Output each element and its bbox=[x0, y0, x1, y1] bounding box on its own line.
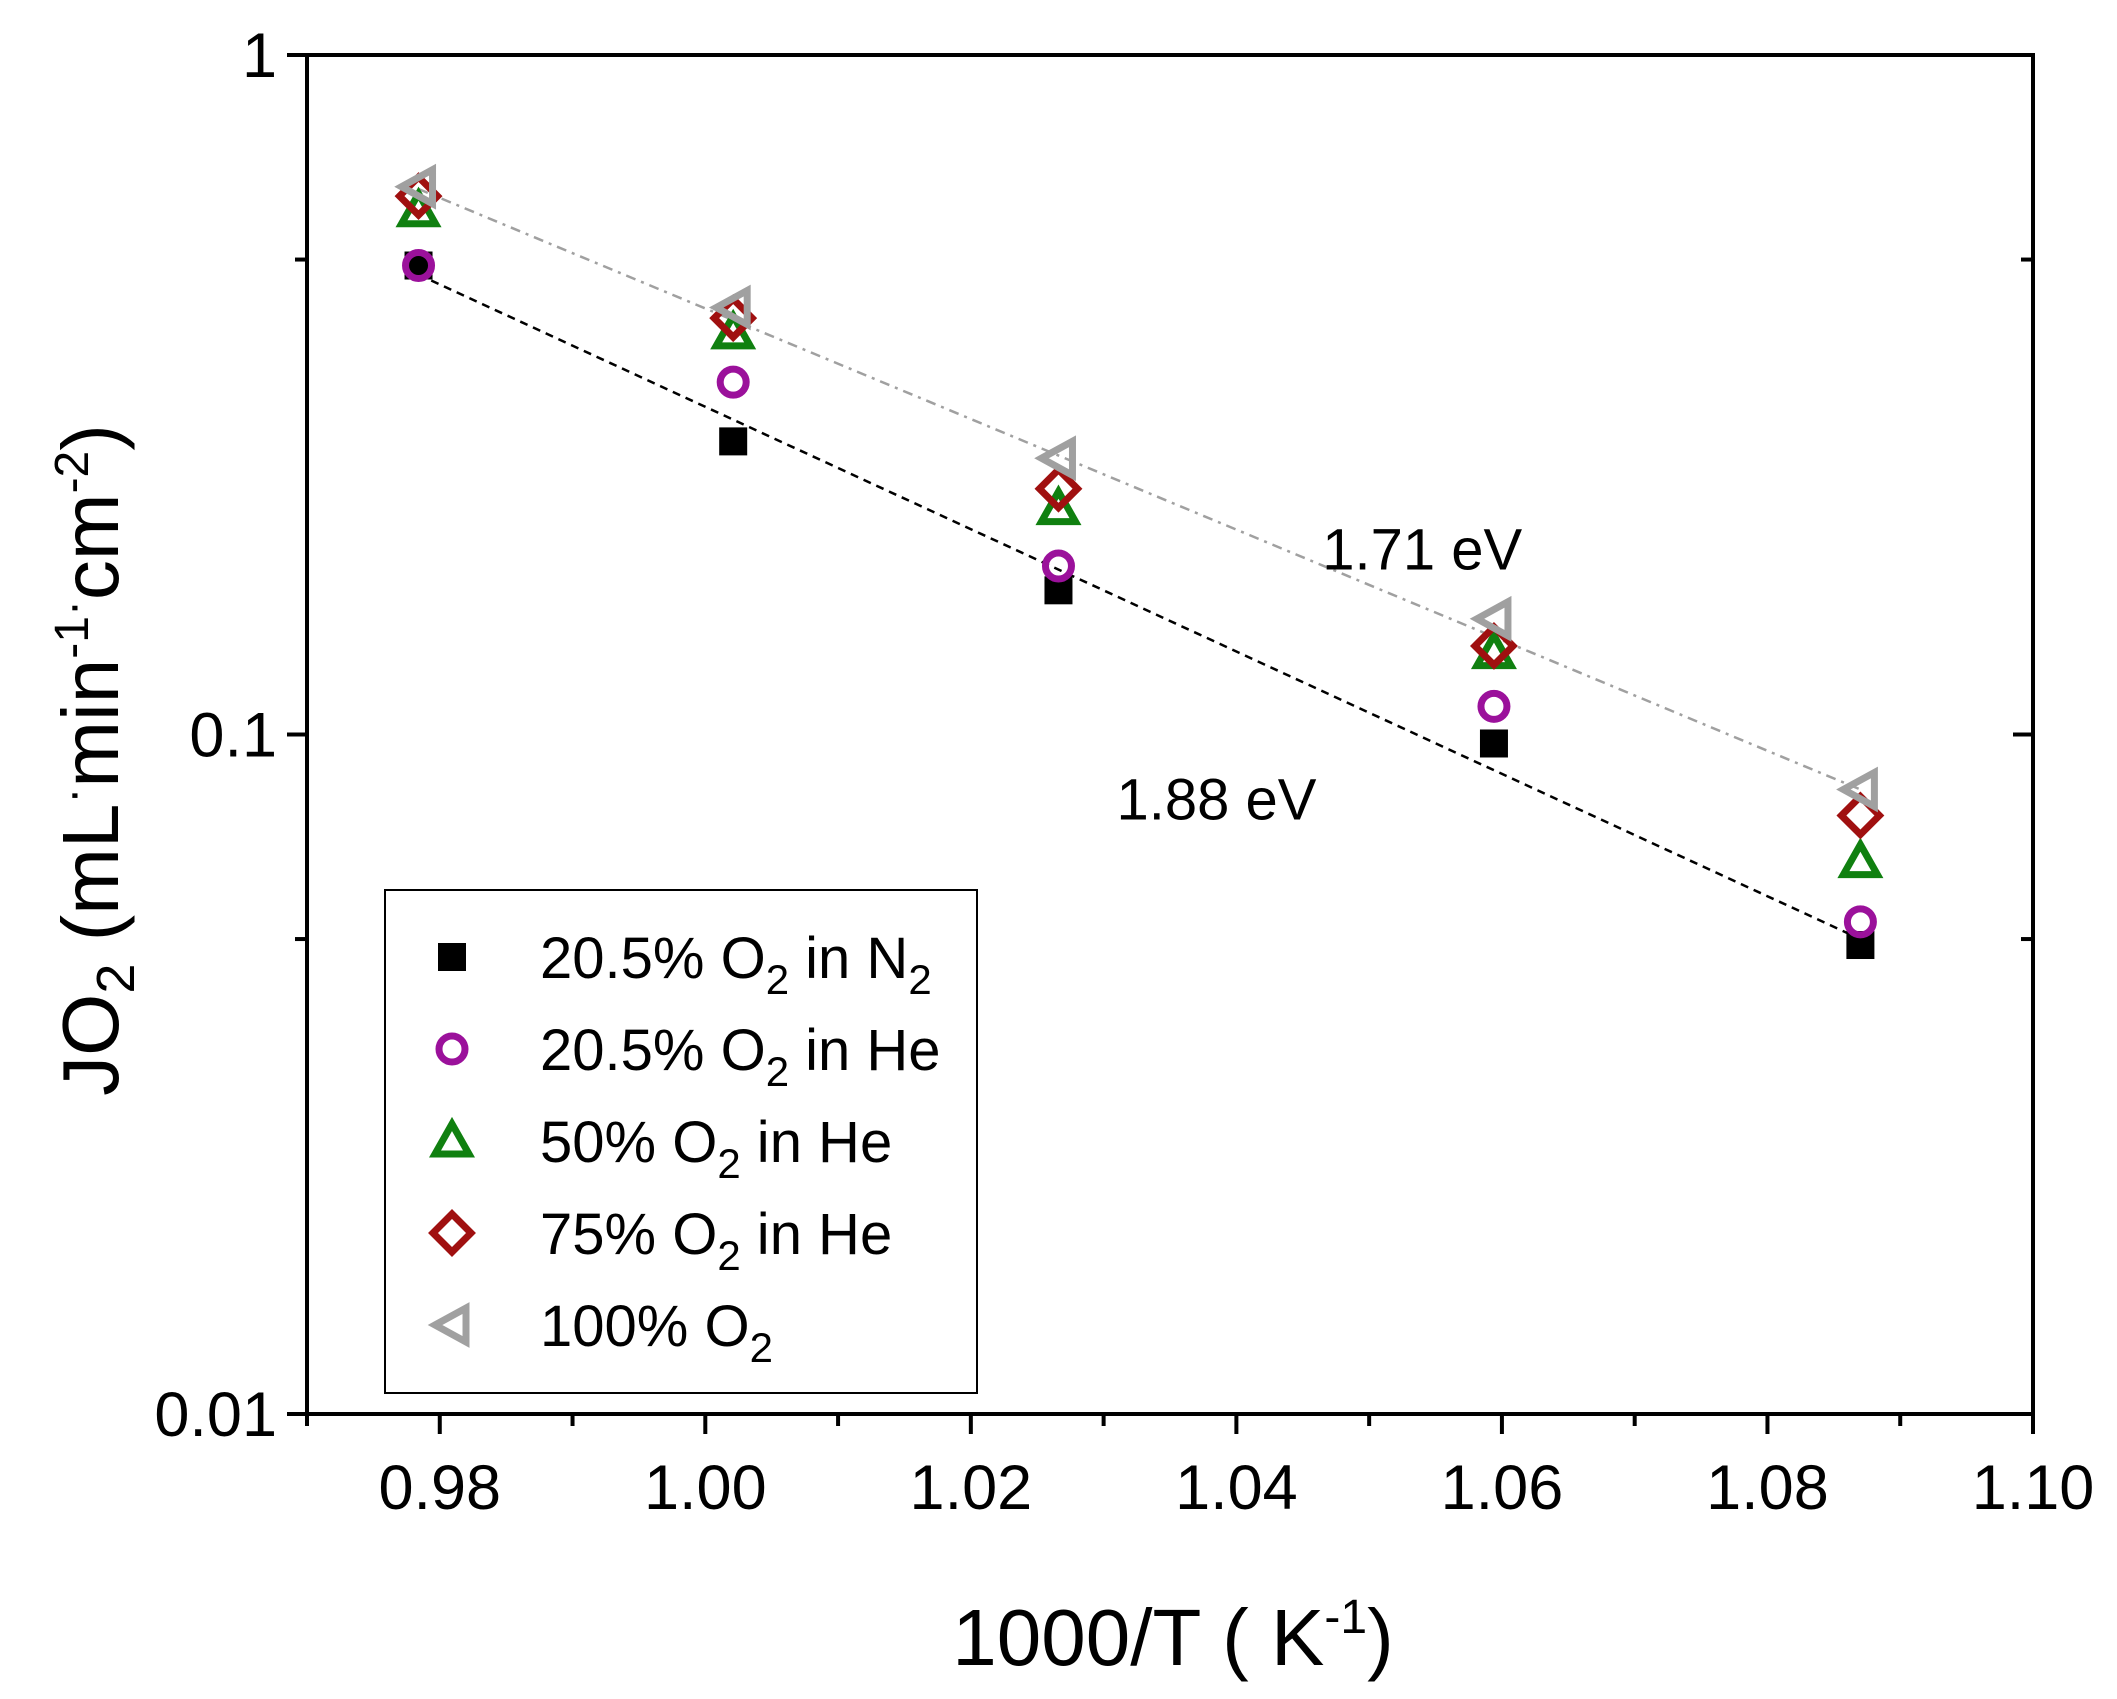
legend-box bbox=[384, 889, 978, 1394]
legend-label: 20.5% O2 in He bbox=[540, 1018, 941, 1095]
x-tick-label: 1.06 bbox=[1441, 1453, 1564, 1523]
data-point bbox=[1041, 549, 1075, 583]
data-points bbox=[394, 163, 1885, 960]
fit-line bbox=[418, 187, 1861, 791]
data-point bbox=[708, 284, 751, 331]
y-axis-title-j: JO bbox=[46, 994, 135, 1096]
y-axis-title-close: ) bbox=[46, 424, 135, 451]
legend-label: 100% O2 bbox=[540, 1294, 773, 1371]
x-tick-label: 1.02 bbox=[910, 1453, 1033, 1523]
x-axis-title: 1000/T ( K-1) bbox=[952, 1591, 1393, 1682]
y-axis-title-open: (mL bbox=[46, 804, 135, 964]
data-point bbox=[1837, 837, 1884, 879]
axes: 0.98 1.00 1.02 1.04 1.06 1.08 1.10 0.01 0.1 1 bbox=[154, 21, 2094, 1523]
data-point bbox=[1843, 905, 1877, 939]
legend-marker bbox=[427, 1302, 470, 1348]
x-axis-title-main: 1000/T ( K bbox=[952, 1593, 1324, 1682]
data-point bbox=[1034, 435, 1076, 482]
data-point bbox=[716, 365, 750, 399]
y-axis-title-dot2: · bbox=[46, 600, 99, 616]
legend-label: 75% O2 in He bbox=[540, 1202, 892, 1279]
legend-label: 50% O2 in He bbox=[540, 1110, 892, 1187]
legend-label: 20.5% O2 in N2 bbox=[540, 926, 932, 1003]
x-tick-label: 0.98 bbox=[378, 1453, 501, 1523]
y-axis-title-sup1: -1 bbox=[46, 616, 99, 659]
data-point bbox=[1035, 484, 1082, 526]
legend-marker bbox=[438, 943, 466, 971]
data-point bbox=[1477, 689, 1511, 723]
energy-annotation: 1.71 eV bbox=[1322, 517, 1522, 582]
x-axis-title-sup: -1 bbox=[1324, 1591, 1367, 1644]
legend: 20.5% O2 in N2 20.5% O2 in He 50% O2 in He… bbox=[384, 889, 978, 1394]
data-point bbox=[402, 249, 436, 283]
x-tick-label: 1.08 bbox=[1706, 1453, 1829, 1523]
legend-marker bbox=[435, 1032, 469, 1066]
annotations: 1.71 eV 1.88 eV bbox=[1116, 517, 1522, 832]
fit-lines bbox=[418, 187, 1861, 941]
y-tick-label: 1 bbox=[242, 21, 277, 91]
data-point bbox=[1836, 766, 1878, 813]
legend-marker bbox=[428, 1116, 476, 1158]
data-point bbox=[1479, 729, 1508, 758]
data-point bbox=[1470, 621, 1518, 670]
legend-marker bbox=[428, 1209, 476, 1257]
x-tick-label: 1.10 bbox=[1972, 1453, 2095, 1523]
y-tick-label: 0.01 bbox=[154, 1380, 277, 1450]
y-axis-title-min: min bbox=[46, 659, 135, 788]
x-tick-label: 1.04 bbox=[1175, 1453, 1298, 1523]
x-tick-label: 1.00 bbox=[644, 1453, 767, 1523]
y-axis-title-dot1: · bbox=[46, 788, 99, 804]
data-point bbox=[1034, 464, 1083, 513]
x-axis-title-end: ) bbox=[1367, 1593, 1394, 1682]
fit-line bbox=[418, 273, 1861, 941]
energy-annotation: 1.88 eV bbox=[1116, 767, 1316, 832]
data-point bbox=[394, 163, 437, 210]
y-tick-label: 0.1 bbox=[189, 701, 277, 771]
y-axis-title-sup2: -2 bbox=[46, 451, 99, 494]
data-point bbox=[719, 427, 748, 456]
y-axis-title-cm: cm bbox=[46, 493, 135, 600]
y-axis-title: JO2 (mL·min-1·cm-2) bbox=[46, 424, 146, 1096]
y-axis-title-sub: 2 bbox=[86, 964, 146, 994]
data-point bbox=[1469, 595, 1512, 642]
